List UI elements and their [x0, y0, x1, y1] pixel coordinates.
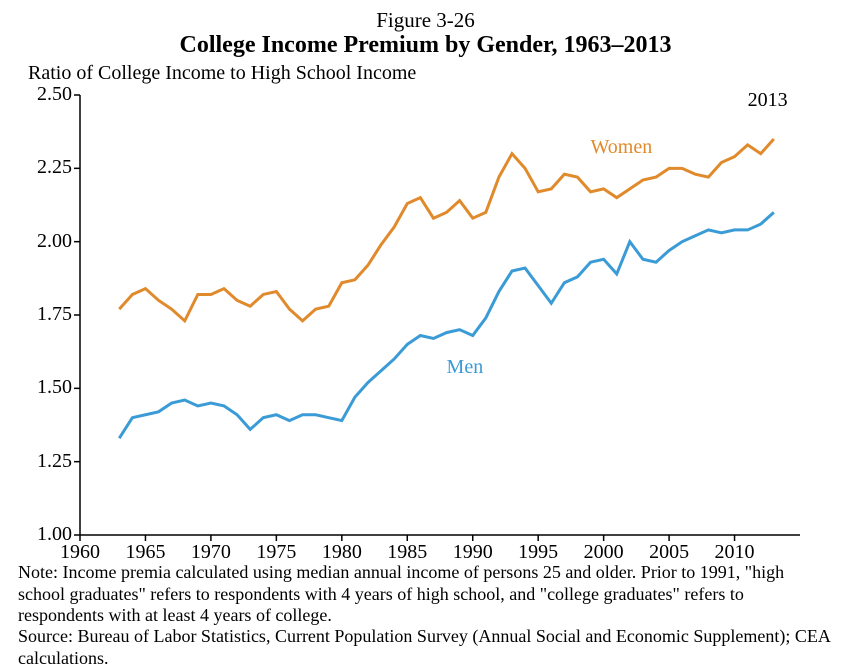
y-tick-label: 1.25 [20, 450, 72, 473]
chart-source: Source: Bureau of Labor Statistics, Curr… [18, 626, 833, 669]
end-year-label: 2013 [748, 89, 788, 112]
x-tick-label: 1960 [55, 541, 105, 564]
series-label-women: Women [591, 136, 653, 159]
x-tick-label: 1990 [448, 541, 498, 564]
x-tick-label: 1985 [382, 541, 432, 564]
x-tick-label: 1965 [120, 541, 170, 564]
x-tick-label: 2010 [710, 541, 760, 564]
y-tick-label: 2.25 [20, 156, 72, 179]
series-label-men: Men [447, 356, 484, 379]
y-tick-label: 1.50 [20, 376, 72, 399]
x-tick-label: 2000 [579, 541, 629, 564]
y-tick-label: 1.75 [20, 303, 72, 326]
x-tick-label: 1980 [317, 541, 367, 564]
line-chart [0, 0, 851, 560]
y-tick-label: 2.00 [20, 230, 72, 253]
x-tick-label: 1995 [513, 541, 563, 564]
x-tick-label: 2005 [644, 541, 694, 564]
chart-note: Note: Income premia calculated using med… [18, 562, 833, 627]
x-tick-label: 1970 [186, 541, 236, 564]
y-tick-label: 2.50 [20, 83, 72, 106]
x-tick-label: 1975 [251, 541, 301, 564]
